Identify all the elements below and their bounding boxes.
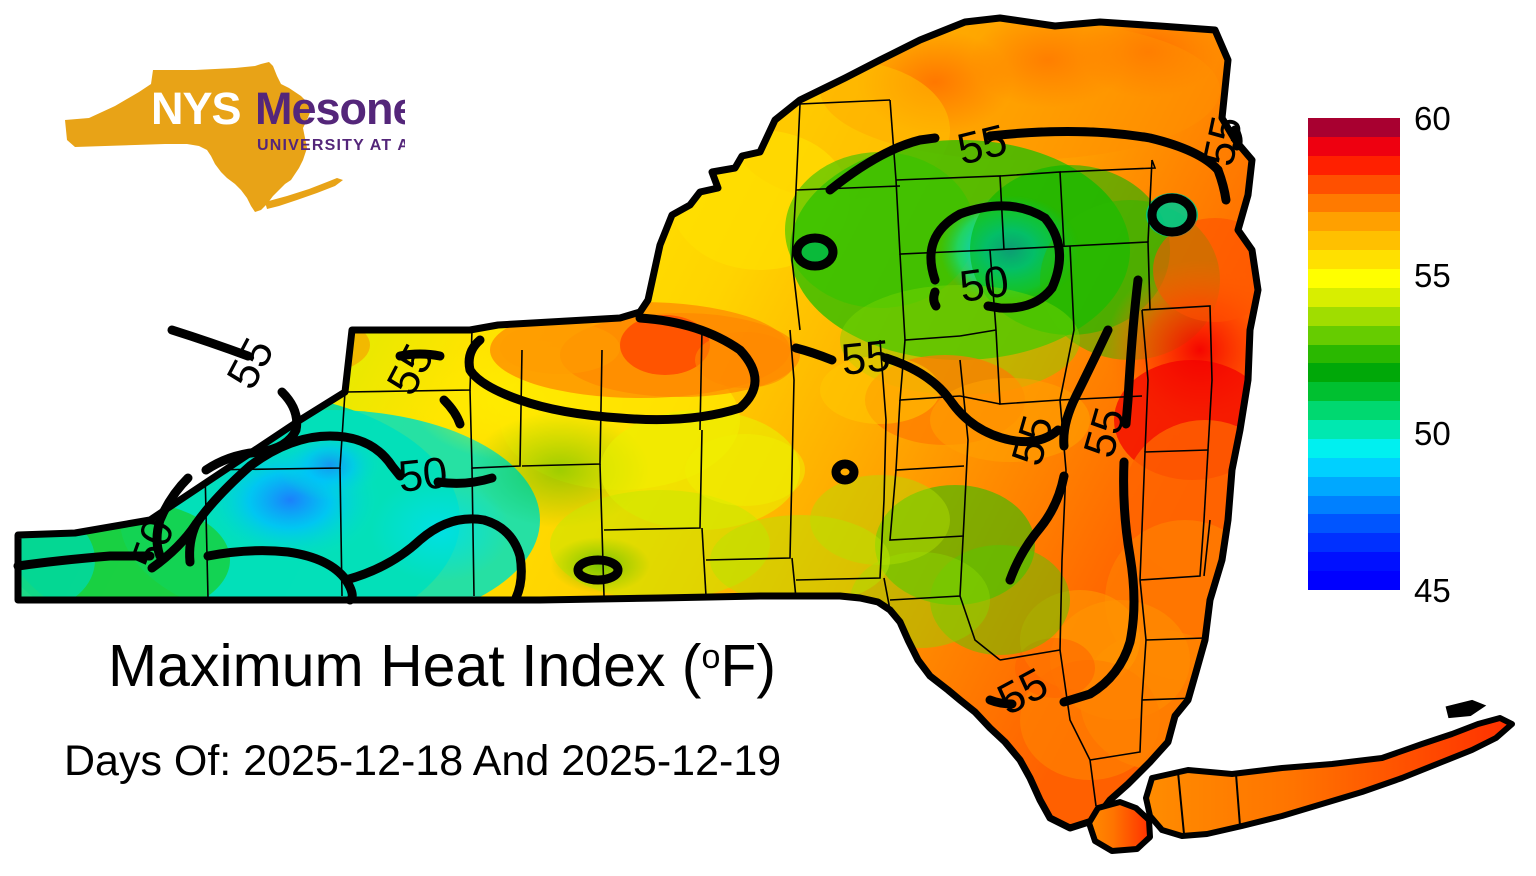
title-prefix: Maximum Heat Index ( bbox=[108, 633, 702, 699]
colorbar-band bbox=[1308, 363, 1400, 383]
nys-mesonet-logo: NYS Mesonet UNIVERSITY AT ALBANY bbox=[55, 62, 405, 212]
logo-svg: NYS Mesonet UNIVERSITY AT ALBANY bbox=[65, 62, 405, 212]
colorbar-tick-label: 45 bbox=[1414, 572, 1451, 609]
contour-50-west-e bbox=[341, 514, 526, 603]
contour-50-small-loop-a bbox=[792, 233, 838, 271]
logo-nys-text: NYS bbox=[151, 83, 241, 134]
contour-label-55-north: 55 bbox=[953, 115, 1012, 174]
colorbar-band bbox=[1308, 193, 1400, 213]
contour-55-east-e bbox=[985, 695, 1017, 709]
contour-50-west-c bbox=[185, 519, 201, 567]
contour-lines bbox=[13, 125, 1243, 709]
contour-55-erie-c bbox=[152, 473, 193, 561]
contour-50-adk-b bbox=[929, 287, 941, 311]
colorbar-band bbox=[1308, 533, 1400, 553]
colorbar-ticks: 60 55 50 45 bbox=[1414, 102, 1524, 607]
colorbar-band bbox=[1308, 495, 1400, 515]
degree-symbol: o bbox=[701, 638, 721, 676]
colorbar-tick-label: 50 bbox=[1414, 414, 1451, 452]
contour-50-west-b bbox=[433, 473, 497, 488]
contour-55-erie-a bbox=[167, 325, 253, 361]
colorbar-band bbox=[1308, 155, 1400, 175]
title-suffix: F) bbox=[720, 633, 777, 699]
contour-55-east-d bbox=[1059, 457, 1139, 707]
colorbar-band bbox=[1308, 401, 1400, 420]
contour-50-adk-a bbox=[926, 201, 1065, 313]
colorbar-tick-label: 55 bbox=[1414, 257, 1451, 295]
colorbar-band bbox=[1308, 306, 1400, 326]
colorbar-tick-label: 60 bbox=[1414, 100, 1451, 137]
colorbar-band bbox=[1308, 438, 1400, 458]
colorbar-band bbox=[1308, 571, 1400, 590]
colorbar-band bbox=[1308, 420, 1400, 439]
contour-50-sw-a bbox=[13, 551, 155, 571]
logo-tagline: UNIVERSITY AT ALBANY bbox=[257, 137, 405, 154]
colorbar-band bbox=[1308, 250, 1400, 269]
contour-55-north-a bbox=[825, 133, 940, 195]
contour-55-north-b bbox=[985, 126, 1223, 175]
page-title: Maximum Heat Index (oF) bbox=[108, 632, 776, 700]
contour-55-dot bbox=[831, 459, 859, 485]
fishers-island bbox=[1445, 699, 1487, 719]
contour-55-west-b bbox=[439, 395, 465, 429]
contour-55-ne-b bbox=[1213, 165, 1231, 205]
colorbar-band bbox=[1308, 269, 1400, 288]
contour-55-central-b bbox=[881, 353, 1063, 447]
contour-55-east-a bbox=[1059, 325, 1113, 451]
ny-mainland-outline bbox=[14, 14, 1262, 832]
contour-55-west-a bbox=[395, 349, 445, 361]
contour-label-50-adk: 50 bbox=[957, 257, 1012, 312]
colorbar-band bbox=[1308, 344, 1400, 364]
colorbar-band bbox=[1308, 287, 1400, 307]
logo-long-island bbox=[265, 178, 343, 209]
contour-55-east-c bbox=[1121, 275, 1143, 429]
colorbar-band bbox=[1308, 514, 1400, 534]
state-outline bbox=[14, 14, 1262, 832]
contour-50-small-loop-b bbox=[1147, 193, 1197, 237]
colorbar-band bbox=[1308, 552, 1400, 571]
colorbar-band bbox=[1308, 325, 1400, 345]
colorbar-band bbox=[1308, 136, 1400, 156]
contour-55-east-b bbox=[1005, 471, 1069, 585]
ny-state-silhouette bbox=[65, 62, 311, 212]
contour-55-central-a bbox=[791, 343, 837, 365]
colorbar[interactable] bbox=[1308, 118, 1400, 590]
county-borders bbox=[149, 99, 1213, 807]
contour-55-small-loop-c bbox=[573, 555, 623, 585]
colorbar-band bbox=[1308, 457, 1400, 477]
colorbar-band bbox=[1308, 174, 1400, 194]
map-canvas[interactable]: 55 55 50 55 55 55 50 55 55 50 55 bbox=[0, 0, 1290, 876]
contour-55-ontario bbox=[464, 313, 760, 425]
colorbar-band bbox=[1308, 231, 1400, 251]
subtitle-dates: Days Of: 2025-12-18 And 2025-12-19 bbox=[64, 737, 782, 785]
colorbar-band bbox=[1308, 212, 1400, 232]
heat-index-map[interactable]: 55 55 50 55 55 55 50 55 55 50 55 bbox=[0, 0, 1290, 876]
contour-50-west-d bbox=[203, 546, 357, 605]
contour-label-55-erie: 55 bbox=[218, 330, 284, 396]
colorbar-band bbox=[1308, 476, 1400, 496]
colorbar-band bbox=[1308, 382, 1400, 402]
contour-label-50-west: 50 bbox=[396, 448, 450, 502]
logo-mesonet-text: Mesonet bbox=[255, 83, 405, 134]
contour-label-55-central: 55 bbox=[839, 331, 893, 385]
colorbar-band bbox=[1308, 118, 1400, 137]
